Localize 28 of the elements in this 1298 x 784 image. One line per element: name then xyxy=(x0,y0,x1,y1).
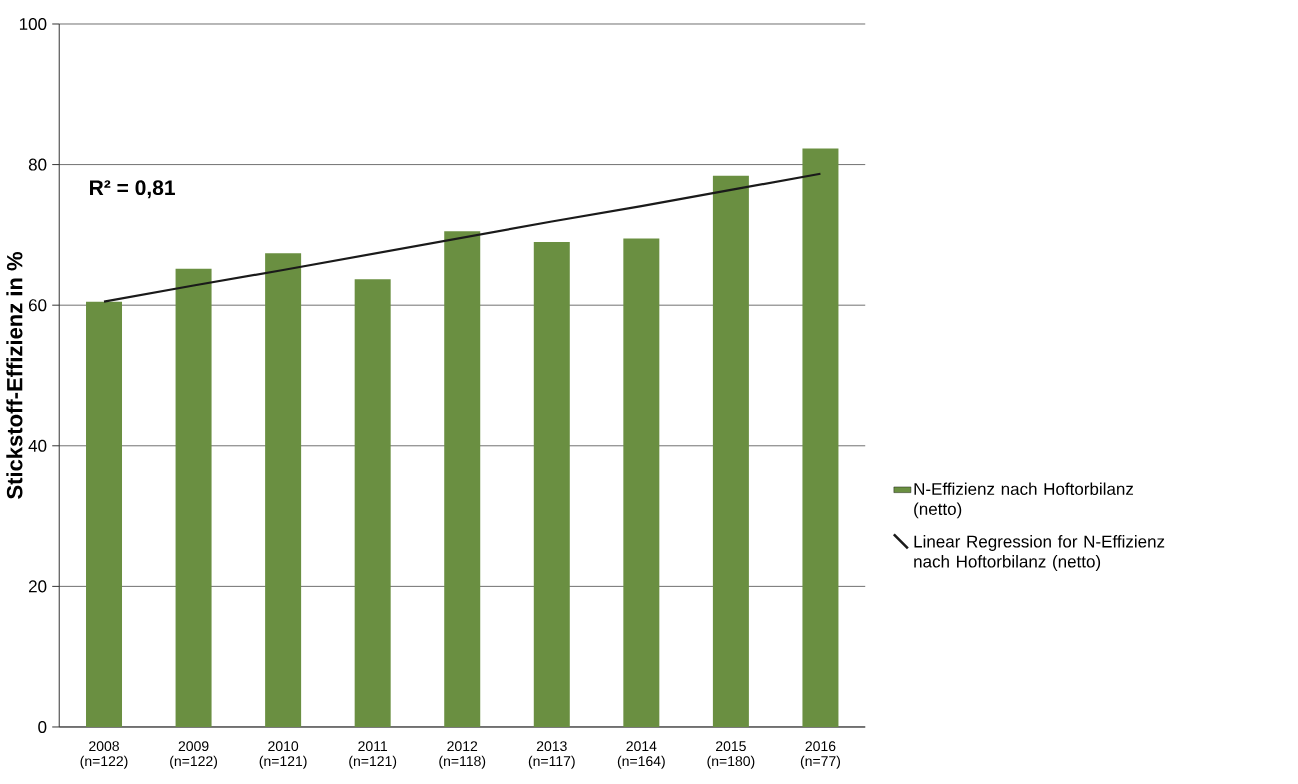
x-tick-label: 2016 (n=77) xyxy=(800,741,841,769)
legend-label: Linear Regression for N-Effizienz nach Hoftorbilanz (netto) xyxy=(914,535,1165,571)
bar xyxy=(712,175,749,727)
y-tick-label: 80 xyxy=(28,158,47,171)
bar xyxy=(265,253,302,727)
y-axis-title: Stickstoff-Effizienz in % xyxy=(6,252,23,499)
x-tick-label: 2008 (n=122) xyxy=(80,741,128,769)
bar xyxy=(533,241,570,727)
x-tick-label: 2010 (n=121) xyxy=(259,741,307,769)
y-tick-label: 100 xyxy=(19,17,47,31)
x-tick-label: 2014 (n=164) xyxy=(617,741,665,769)
annotation: R² = 0,81 xyxy=(90,180,175,199)
y-tick-label: 0 xyxy=(38,720,47,734)
bar xyxy=(444,231,481,727)
bar xyxy=(623,238,660,727)
bar xyxy=(86,301,123,727)
x-tick-label: 2013 (n=117) xyxy=(528,741,575,769)
x-tick-label: 2009 (n=122) xyxy=(170,741,218,769)
x-tick-label: 2015 (n=180) xyxy=(707,741,755,769)
bar xyxy=(354,279,391,727)
bar xyxy=(175,268,212,727)
bar xyxy=(802,148,839,727)
y-tick-label: 40 xyxy=(28,439,47,452)
x-tick-label: 2011 (n=121) xyxy=(349,741,397,769)
legend-label: N-Effizienz nach Hoftorbilanz (netto) xyxy=(914,482,1134,519)
y-tick-label: 60 xyxy=(28,299,47,312)
x-tick-label: 2012 (n=118) xyxy=(439,741,486,769)
y-tick-label: 20 xyxy=(28,580,47,593)
